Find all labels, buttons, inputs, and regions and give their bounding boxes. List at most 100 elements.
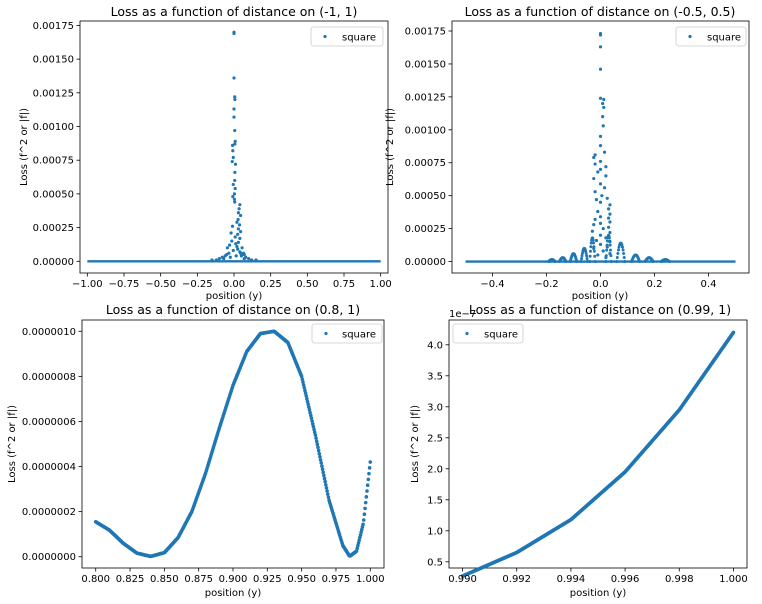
data-point	[236, 211, 240, 215]
data-point	[233, 142, 237, 146]
x-tick-label: 1.000	[719, 574, 748, 585]
x-tick-label: −0.50	[145, 279, 176, 290]
data-point	[598, 144, 603, 148]
data-point	[238, 236, 242, 240]
data-point	[580, 254, 584, 258]
y-tick-label: 0.0000002	[22, 507, 76, 518]
data-point	[593, 254, 597, 258]
chart-panel-loss-08-to-1: Loss as a function of distance on (0.8, …	[7, 302, 385, 599]
legend-marker-square	[465, 331, 469, 336]
x-tick-label: −0.25	[182, 279, 213, 290]
data-point	[321, 470, 326, 475]
data-point	[598, 96, 603, 100]
data-point	[315, 442, 320, 447]
data-point	[607, 225, 611, 229]
x-axis-label: position (y)	[206, 291, 263, 302]
y-tick-label: 0.00125	[405, 92, 446, 103]
legend-box	[452, 323, 524, 344]
x-axis-ticks: −1.00 −0.75 −0.50 −0.25 0.00 0.25 0.50 0.75 1.00	[72, 273, 392, 290]
data-point	[319, 461, 324, 465]
legend-label-square: square	[342, 33, 376, 44]
x-axis-ticks: 0.990 0.992 0.994 0.996 0.998 1.000	[448, 568, 748, 585]
data-point	[307, 405, 311, 409]
y-axis-ticks: 0.00000 0.00025 0.00050 0.00075 0.00100 0.001…	[405, 27, 452, 268]
data-point	[236, 232, 240, 236]
data-point	[217, 256, 221, 261]
data-point	[325, 489, 329, 493]
data-point	[233, 97, 237, 102]
x-tick-label: −0.2	[534, 279, 558, 290]
data-point	[232, 76, 236, 80]
y-axis-label: Loss (f^2 or |f|)	[7, 405, 18, 483]
y-tick-label: 3.5	[427, 371, 443, 382]
data-point	[609, 260, 613, 264]
data-point	[230, 143, 235, 147]
data-point	[591, 238, 595, 242]
data-point	[601, 227, 605, 231]
y-axis-ticks: 0.0000000 0.0000002 0.0000004 0.0000006 0.00…	[22, 327, 82, 563]
legend-marker-square	[324, 331, 328, 336]
data-point	[598, 221, 603, 225]
data-point	[240, 246, 244, 250]
data-point	[323, 479, 327, 484]
data-point	[592, 155, 596, 160]
data-point	[322, 476, 327, 481]
data-point	[620, 245, 624, 249]
chart-title: Loss as a function of distance on (0.99,…	[469, 302, 731, 317]
data-point	[588, 249, 592, 253]
data-point	[604, 174, 608, 178]
x-tick-label: 0.825	[116, 574, 145, 585]
y-axis-ticks: 0.00000 0.00025 0.00050 0.00075 0.00100 0.001…	[33, 21, 80, 268]
data-point	[592, 246, 596, 250]
data-point	[225, 246, 229, 250]
y-tick-label: 0.00175	[33, 21, 74, 32]
data-point	[232, 192, 237, 196]
data-point	[234, 254, 238, 258]
y-tick-label: 1.5	[427, 495, 443, 506]
data-point	[363, 500, 368, 505]
data-point	[317, 451, 322, 456]
y-axis-offset-text: 1e−7	[449, 309, 476, 320]
data-point	[615, 255, 619, 259]
data-point	[579, 260, 583, 264]
x-tick-label: −0.4	[480, 279, 504, 290]
data-point	[598, 67, 603, 71]
data-point	[210, 258, 214, 262]
data-point	[308, 413, 313, 418]
data-point	[231, 194, 235, 199]
data-point	[308, 410, 312, 415]
data-point	[596, 170, 600, 174]
legend: square	[452, 323, 524, 344]
data-point	[598, 233, 603, 237]
data-point	[601, 115, 605, 119]
data-point	[322, 473, 326, 478]
data-point	[231, 155, 235, 160]
data-point	[731, 330, 736, 335]
x-tick-label: 0.850	[150, 574, 179, 585]
data-point	[602, 150, 607, 154]
data-point	[615, 260, 619, 264]
data-point	[232, 31, 236, 36]
data-point	[593, 260, 597, 264]
y-tick-label: 0.0000004	[22, 462, 76, 473]
data-point	[233, 186, 237, 191]
x-tick-label: 0.2	[647, 279, 663, 290]
data-point	[596, 253, 600, 257]
chart-panel-loss-minus1-to-1: Loss as a function of distance on (-1, 1…	[19, 4, 392, 302]
data-point	[239, 254, 243, 258]
data-point	[236, 240, 240, 245]
data-point	[601, 101, 605, 106]
data-point	[598, 167, 603, 171]
x-tick-label: 0.992	[502, 574, 531, 585]
y-tick-label: 0.00075	[405, 158, 446, 169]
data-point	[236, 217, 240, 222]
data-point	[320, 464, 324, 468]
data-point	[314, 436, 318, 440]
data-point	[233, 139, 237, 143]
data-point	[602, 97, 606, 102]
data-point	[300, 377, 305, 381]
chart-title: Loss as a function of distance on (-1, 1…	[111, 4, 358, 19]
data-point	[318, 458, 323, 462]
data-point	[318, 454, 322, 459]
data-point	[601, 124, 605, 128]
